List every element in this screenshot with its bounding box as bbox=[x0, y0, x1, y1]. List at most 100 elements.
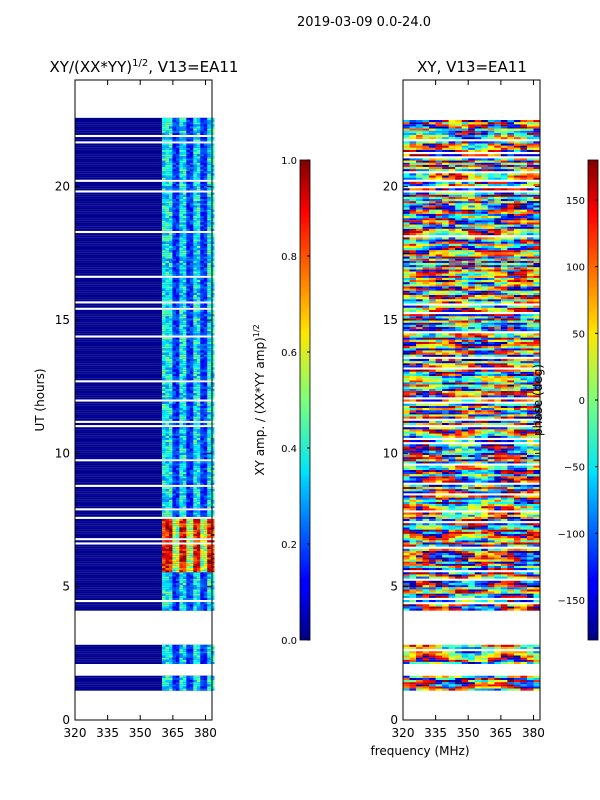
heatmap-cell bbox=[168, 209, 173, 212]
heatmap-cell bbox=[189, 435, 194, 438]
heatmap-cell bbox=[179, 497, 184, 500]
heatmap-cell bbox=[526, 606, 534, 609]
heatmap-cell bbox=[455, 495, 463, 498]
heatmap-cell bbox=[210, 122, 215, 125]
heatmap-cell bbox=[442, 542, 449, 545]
heatmap-cell bbox=[161, 269, 166, 272]
heatmap-cell bbox=[520, 508, 528, 511]
heatmap-cell bbox=[468, 684, 476, 687]
heatmap-cell bbox=[175, 408, 180, 411]
heatmap-cell bbox=[533, 563, 541, 566]
heatmap-cell bbox=[179, 431, 184, 434]
heatmap-cell bbox=[422, 506, 430, 509]
heatmap-cell bbox=[429, 568, 436, 571]
heatmap-cell bbox=[416, 684, 423, 687]
heatmap-cell bbox=[210, 680, 215, 683]
heatmap-cell bbox=[175, 265, 180, 268]
heatmap-cell bbox=[200, 216, 205, 219]
heatmap-cell bbox=[168, 228, 173, 231]
heatmap-cell bbox=[520, 608, 528, 611]
heatmap-cell bbox=[435, 574, 443, 577]
heatmap-cell bbox=[200, 497, 205, 500]
heatmap-cell bbox=[182, 444, 187, 447]
heatmap-cell bbox=[210, 132, 215, 135]
heatmap-cell bbox=[175, 305, 180, 308]
heatmap-cell bbox=[403, 568, 410, 571]
heatmap-cell bbox=[416, 523, 423, 526]
heatmap-cell bbox=[186, 218, 191, 221]
heatmap-row bbox=[75, 224, 212, 227]
heatmap-cell bbox=[196, 527, 201, 530]
heatmap-cell bbox=[186, 211, 191, 214]
heatmap-cell bbox=[207, 476, 211, 479]
heatmap-cell bbox=[203, 427, 208, 430]
heatmap-cell bbox=[520, 559, 528, 562]
heatmap-cell bbox=[500, 523, 508, 526]
heatmap-cell bbox=[196, 682, 201, 685]
heatmap-cell bbox=[168, 137, 173, 140]
heatmap-cell bbox=[196, 486, 201, 490]
heatmap-row bbox=[75, 546, 212, 549]
heatmap-cell bbox=[175, 427, 180, 430]
heatmap-cell bbox=[161, 480, 166, 483]
heatmap-cell bbox=[203, 277, 208, 280]
heatmap-cell bbox=[179, 476, 184, 479]
heatmap-cell bbox=[179, 352, 184, 355]
heatmap-cell bbox=[179, 292, 184, 295]
heatmap-cell bbox=[175, 493, 180, 496]
heatmap-cell bbox=[165, 361, 170, 364]
heatmap-cell bbox=[422, 516, 430, 519]
heatmap-cell bbox=[179, 467, 184, 470]
heatmap-cell bbox=[494, 540, 502, 543]
heatmap-row bbox=[75, 297, 212, 300]
heatmap-cell bbox=[172, 177, 177, 180]
heatmap-cell bbox=[175, 587, 180, 590]
heatmap-cell bbox=[172, 145, 177, 148]
heatmap-cell bbox=[168, 493, 173, 496]
heatmap-cell bbox=[168, 346, 173, 349]
heatmap-cell bbox=[182, 213, 187, 216]
heatmap-cell bbox=[442, 572, 449, 575]
heatmap-cell bbox=[175, 595, 180, 598]
heatmap-cell bbox=[193, 171, 198, 174]
heatmap-cell bbox=[435, 655, 443, 658]
heatmap-cell bbox=[207, 324, 211, 327]
heatmap-cell bbox=[175, 303, 180, 306]
heatmap-row bbox=[75, 256, 212, 259]
heatmap-cell bbox=[207, 495, 211, 498]
heatmap-cell bbox=[461, 568, 469, 571]
heatmap-cell bbox=[193, 220, 198, 223]
heatmap-cell bbox=[182, 533, 187, 536]
heatmap-cell bbox=[175, 576, 180, 579]
heatmap-cell bbox=[161, 531, 166, 534]
heatmap-cell bbox=[203, 188, 208, 191]
heatmap-cell bbox=[207, 373, 211, 376]
heatmap-cell bbox=[533, 516, 541, 519]
heatmap-cell bbox=[448, 572, 456, 575]
heatmap-cell bbox=[409, 582, 417, 586]
heatmap-cell bbox=[203, 440, 208, 443]
heatmap-cell bbox=[200, 211, 205, 214]
heatmap-cell bbox=[196, 224, 201, 227]
heatmap-cell bbox=[186, 565, 191, 568]
heatmap-cell bbox=[203, 348, 208, 351]
heatmap-cell bbox=[179, 478, 184, 481]
heatmap-cell bbox=[203, 646, 208, 650]
heatmap-cell bbox=[168, 258, 173, 261]
heatmap-cell bbox=[200, 450, 205, 453]
heatmap-cell bbox=[520, 533, 528, 536]
heatmap-cell bbox=[513, 518, 521, 522]
heatmap-cell bbox=[189, 540, 194, 543]
heatmap-cell bbox=[481, 688, 489, 691]
heatmap-cell bbox=[494, 587, 502, 590]
heatmap-cell bbox=[196, 565, 201, 568]
heatmap-cell bbox=[494, 589, 502, 592]
heatmap-cell bbox=[172, 154, 177, 157]
heatmap-cell bbox=[481, 544, 489, 547]
heatmap-cell bbox=[182, 139, 187, 142]
heatmap-cell bbox=[200, 448, 205, 451]
heatmap-cell bbox=[182, 555, 187, 558]
heatmap-cell bbox=[200, 587, 205, 590]
heatmap-cell bbox=[182, 525, 187, 528]
heatmap-row bbox=[75, 504, 212, 507]
